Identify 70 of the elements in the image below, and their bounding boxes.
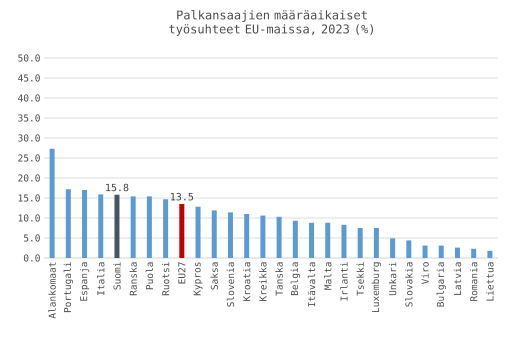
x-tick-label: Bulgaria [436, 262, 446, 307]
x-tick-label: Viro [421, 262, 429, 284]
bar [471, 248, 476, 258]
y-tick-label: 25.0 [18, 154, 40, 162]
bar [66, 189, 71, 258]
bar [244, 214, 250, 258]
bar [487, 250, 492, 258]
x-tick-label: Ranska [130, 262, 137, 296]
data-label: 15.8 [106, 184, 128, 192]
bar [179, 204, 184, 258]
x-tick-label: Belgia [290, 262, 300, 296]
y-tick-label: 30.0 [18, 134, 40, 142]
y-tick-label: 0.0 [24, 254, 40, 262]
x-tick-label: Suomi [113, 262, 121, 290]
y-tick-label: 20.0 [18, 174, 40, 182]
x-tick-label: Alankomaat [48, 262, 56, 319]
bar [390, 238, 396, 258]
x-tick-label: Luxemburg [372, 262, 382, 312]
bar [406, 240, 412, 258]
x-tick-label: Liettua [486, 262, 494, 301]
bar [260, 216, 266, 258]
x-tick-label: Unkari [388, 262, 396, 296]
chart-title: Palkansaajien määräaikaiset työsuhteet EU-maissa, 2023 (%) [169, 10, 374, 36]
x-tick-label: Saksa [210, 262, 218, 290]
x-tick-label: Latvia [454, 262, 462, 295]
bar [454, 248, 460, 258]
bar [146, 196, 152, 258]
bar [309, 222, 314, 258]
bar [276, 216, 282, 258]
x-tick-label: Kreikka [259, 262, 267, 301]
bar [50, 148, 55, 258]
bar [98, 194, 104, 258]
bar [196, 206, 201, 258]
bar [130, 196, 136, 258]
x-tick-label: Tsekki [356, 262, 364, 296]
x-tick-label: Slovakia [405, 262, 413, 307]
x-tick-label: Malta [324, 262, 332, 290]
x-tick-label: Itävalta [308, 262, 316, 306]
x-tick-label: Italia [97, 262, 104, 295]
x-tick-label: Romania [470, 262, 478, 301]
x-tick-label: Kroatia [243, 262, 250, 301]
bar [114, 194, 120, 258]
bar [82, 190, 88, 258]
x-tick-label: Portugali [64, 262, 73, 312]
data-label: 13.5 [170, 192, 194, 200]
bar [228, 212, 233, 258]
x-tick-label: Espanja [80, 262, 90, 301]
y-tick-label: 45.0 [18, 74, 40, 82]
bar [341, 224, 346, 258]
bar [374, 228, 379, 258]
bar [163, 199, 168, 258]
y-tick-label: 10.0 [18, 214, 40, 222]
x-tick-label: Irlanti [340, 262, 348, 301]
y-tick-label: 40.0 [18, 94, 40, 102]
y-tick-label: 35.0 [18, 114, 40, 122]
bar [212, 210, 217, 258]
y-tick-label: 5.0 [24, 234, 40, 242]
bar [292, 220, 298, 258]
bar [438, 246, 444, 258]
x-tick-label: Slovenia [226, 262, 234, 307]
x-tick-label: Puola [146, 262, 154, 290]
y-tick-label: 15.0 [18, 194, 40, 202]
bar [422, 246, 428, 258]
y-tick-label: 50.0 [18, 54, 40, 62]
x-tick-label: EU27 [178, 262, 186, 284]
x-tick-label: Ruotsi [162, 262, 170, 296]
x-tick-label: Tanska [275, 262, 283, 296]
bar [325, 222, 330, 258]
bar [358, 228, 363, 258]
x-tick-label: Kypros [194, 262, 202, 296]
